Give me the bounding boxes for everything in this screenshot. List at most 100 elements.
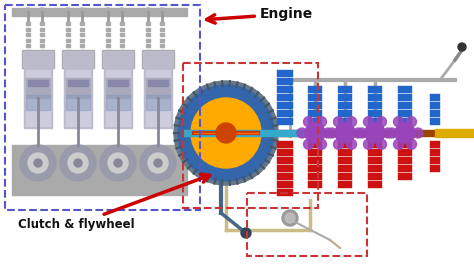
Bar bbox=[146, 70, 170, 126]
Bar bbox=[26, 33, 30, 36]
Bar bbox=[338, 118, 352, 125]
Bar bbox=[64, 68, 92, 128]
Bar bbox=[398, 118, 412, 125]
Bar bbox=[68, 80, 88, 86]
Circle shape bbox=[60, 145, 96, 181]
Bar bbox=[40, 39, 44, 42]
Bar bbox=[368, 173, 382, 180]
Circle shape bbox=[20, 145, 56, 181]
Bar bbox=[338, 149, 352, 156]
Circle shape bbox=[323, 128, 333, 138]
Bar bbox=[277, 70, 293, 77]
Bar bbox=[5, 5, 200, 210]
Bar bbox=[398, 165, 412, 172]
Bar bbox=[368, 118, 382, 125]
Bar bbox=[430, 118, 440, 125]
Circle shape bbox=[118, 8, 126, 16]
Bar bbox=[183, 130, 318, 136]
Circle shape bbox=[104, 8, 112, 16]
Bar bbox=[398, 141, 412, 148]
Bar bbox=[308, 86, 322, 93]
Circle shape bbox=[128, 153, 148, 173]
Bar bbox=[183, 63, 318, 208]
Bar bbox=[277, 86, 293, 93]
Bar bbox=[63, 51, 93, 67]
Bar bbox=[66, 22, 70, 25]
Bar bbox=[308, 149, 322, 156]
Circle shape bbox=[88, 153, 108, 173]
Bar bbox=[338, 94, 352, 101]
Bar bbox=[26, 39, 30, 42]
Bar bbox=[106, 22, 110, 25]
Circle shape bbox=[64, 8, 72, 16]
Bar bbox=[277, 78, 293, 85]
Circle shape bbox=[28, 153, 48, 173]
Circle shape bbox=[357, 128, 367, 138]
Bar bbox=[338, 181, 352, 188]
Circle shape bbox=[297, 128, 307, 138]
Bar bbox=[40, 50, 44, 53]
Bar bbox=[308, 173, 322, 180]
Bar bbox=[338, 157, 352, 164]
Bar bbox=[12, 145, 187, 195]
Bar bbox=[80, 28, 84, 31]
Bar bbox=[277, 165, 293, 172]
Circle shape bbox=[303, 139, 313, 149]
Circle shape bbox=[305, 123, 325, 143]
Bar bbox=[66, 50, 70, 53]
Circle shape bbox=[174, 81, 278, 185]
Text: Clutch & flywheel: Clutch & flywheel bbox=[18, 174, 210, 231]
Bar bbox=[26, 78, 50, 98]
Bar bbox=[430, 110, 440, 117]
Circle shape bbox=[178, 85, 274, 181]
Bar bbox=[398, 102, 412, 109]
Bar bbox=[26, 95, 50, 110]
Bar bbox=[102, 50, 134, 68]
Bar bbox=[277, 102, 293, 109]
Circle shape bbox=[335, 123, 355, 143]
Bar bbox=[277, 157, 293, 164]
Bar bbox=[368, 110, 382, 117]
Bar bbox=[40, 22, 44, 25]
Circle shape bbox=[387, 128, 397, 138]
Bar bbox=[277, 181, 293, 188]
Bar bbox=[368, 181, 382, 188]
Bar bbox=[398, 110, 412, 117]
Circle shape bbox=[393, 117, 403, 127]
Bar bbox=[106, 50, 110, 53]
Bar bbox=[308, 110, 322, 117]
Bar bbox=[66, 39, 70, 42]
Bar bbox=[338, 165, 352, 172]
Bar bbox=[40, 44, 44, 47]
Bar bbox=[368, 102, 382, 109]
Circle shape bbox=[241, 228, 251, 238]
Circle shape bbox=[140, 145, 176, 181]
Bar bbox=[277, 94, 293, 101]
Circle shape bbox=[38, 8, 46, 16]
Bar bbox=[40, 33, 44, 36]
Circle shape bbox=[158, 8, 166, 16]
Bar bbox=[146, 78, 170, 98]
Bar bbox=[368, 141, 382, 148]
Bar bbox=[368, 94, 382, 101]
Bar bbox=[308, 157, 322, 164]
Circle shape bbox=[346, 139, 356, 149]
Bar bbox=[146, 44, 150, 47]
Bar bbox=[160, 33, 164, 36]
Circle shape bbox=[154, 159, 162, 167]
Circle shape bbox=[364, 139, 374, 149]
Bar bbox=[106, 44, 110, 47]
Bar bbox=[430, 157, 440, 164]
Bar bbox=[106, 78, 130, 98]
Circle shape bbox=[407, 117, 417, 127]
Circle shape bbox=[365, 123, 385, 143]
Bar bbox=[120, 22, 124, 25]
Circle shape bbox=[376, 139, 386, 149]
Bar bbox=[108, 80, 128, 86]
Bar bbox=[120, 44, 124, 47]
Bar bbox=[142, 50, 174, 68]
Circle shape bbox=[34, 159, 42, 167]
Bar bbox=[120, 33, 124, 36]
Circle shape bbox=[24, 8, 32, 16]
Bar bbox=[66, 95, 90, 110]
